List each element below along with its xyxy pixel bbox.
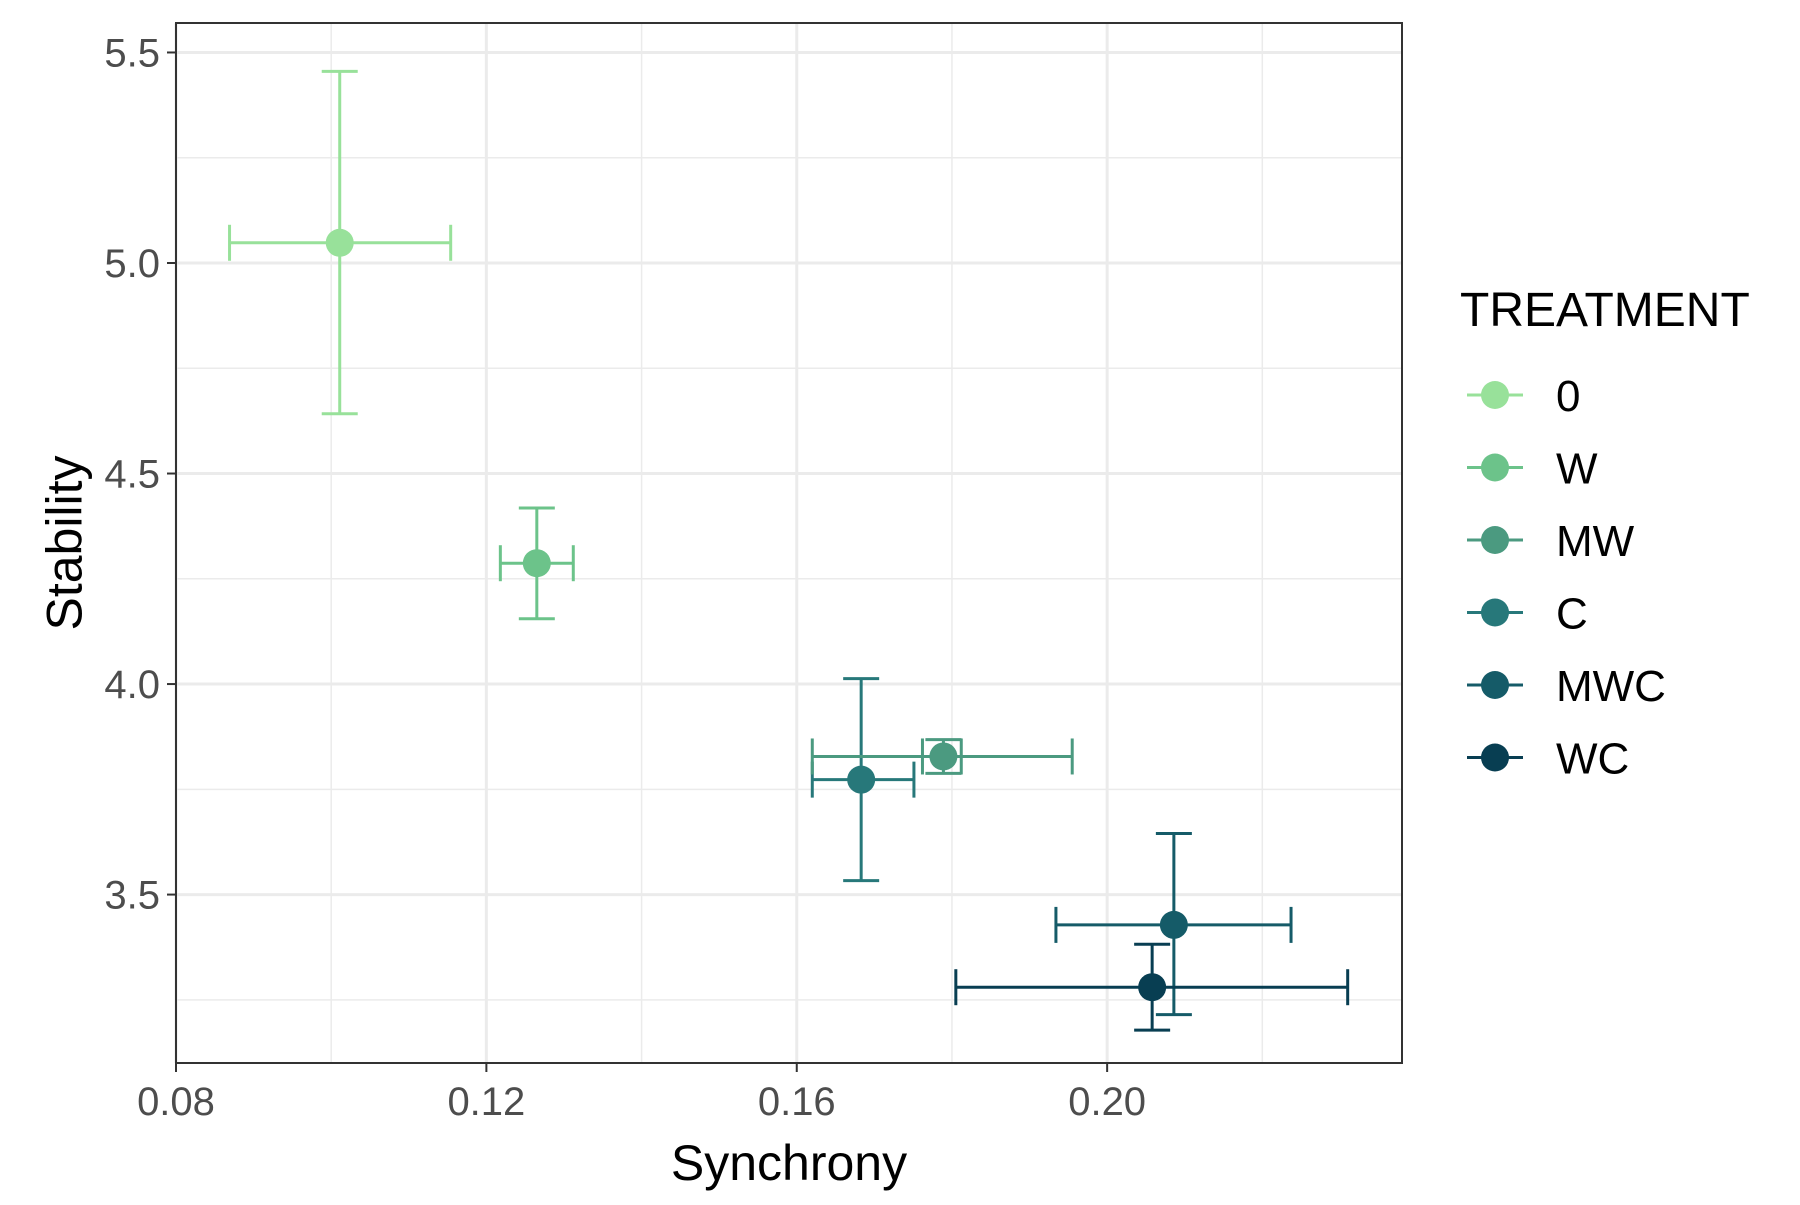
y-axis-title: Stability: [37, 455, 93, 630]
y-tick-label: 5.5: [104, 31, 160, 75]
point-W: [522, 549, 551, 578]
legend-item-0: 0: [1467, 372, 1580, 421]
legend-label: W: [1556, 445, 1598, 494]
x-tick-label: 0.08: [137, 1080, 215, 1124]
legend-key-point: [1481, 671, 1509, 699]
legend-item-MW: MW: [1467, 517, 1635, 566]
plot-panel-border: [175, 22, 1403, 1064]
point-MW: [929, 742, 958, 771]
legend-item-W: W: [1467, 445, 1598, 494]
x-tick-label: 0.16: [758, 1080, 836, 1124]
legend-label: MWC: [1556, 662, 1666, 711]
legend-item-C: C: [1467, 590, 1588, 639]
x-tick-label: 0.12: [447, 1080, 525, 1124]
legend-label: 0: [1556, 372, 1580, 421]
point-MWC: [1159, 910, 1188, 939]
legend-label: C: [1556, 590, 1588, 639]
x-tick-label: 0.20: [1068, 1080, 1146, 1124]
legend-item-WC: WC: [1467, 735, 1629, 784]
point-C: [847, 765, 876, 794]
legend-label: MW: [1556, 517, 1635, 566]
x-axis-title: Synchrony: [671, 1135, 907, 1191]
y-tick-label: 3.5: [104, 874, 160, 918]
point-WC: [1138, 973, 1167, 1002]
y-tick-label: 5.0: [104, 242, 160, 286]
legend-key-point: [1481, 381, 1509, 409]
y-tick-label: 4.0: [104, 663, 160, 707]
data-points: [325, 228, 1188, 1002]
x-axis-ticks: 0.08 0.12 0.16 0.20: [137, 1063, 1146, 1124]
legend-label: WC: [1556, 735, 1629, 784]
legend-key-point: [1481, 743, 1509, 772]
point-0: [325, 228, 354, 257]
y-tick-label: 4.5: [104, 453, 160, 497]
legend-title: TREATMENT: [1460, 284, 1750, 337]
legend-key-point: [1481, 526, 1509, 554]
minor-gridlines: [176, 23, 1402, 1063]
legend-key-point: [1481, 453, 1509, 482]
legend-key-point: [1481, 598, 1509, 627]
legend-item-MWC: MWC: [1467, 662, 1666, 711]
y-axis-ticks: 3.5 4.0 4.5 5.0 5.5: [104, 31, 176, 918]
